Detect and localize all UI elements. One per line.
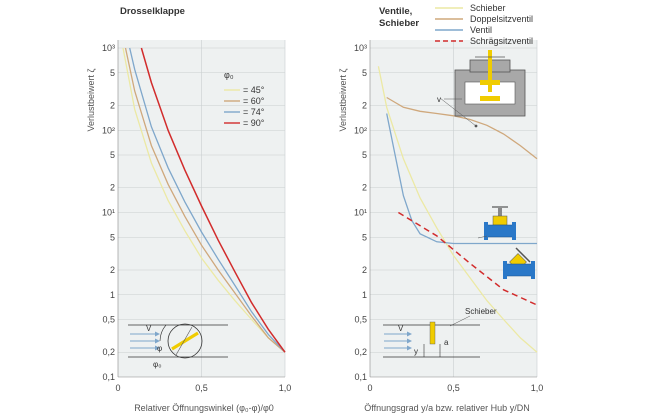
diagram-label-phi0: φ₀ bbox=[153, 360, 162, 369]
right-chart: 10³ 5 2 10² 5 2 10¹ 5 2 1 0,5 0,2 0,1 0 0,5 1,0 Ventil… bbox=[338, 3, 543, 413]
legend-label: Doppelsitzventil bbox=[470, 14, 533, 24]
right-series bbox=[377, 66, 538, 353]
double-seat-valve-icon: v bbox=[437, 50, 526, 128]
y-tick-label: 5 bbox=[362, 68, 367, 78]
x-tick-label: 0,5 bbox=[195, 383, 208, 393]
x-tick-label: 0 bbox=[367, 383, 372, 393]
double-seat-label-v: v bbox=[437, 95, 441, 104]
x-tick-label: 1,0 bbox=[531, 383, 544, 393]
y-tick-label: 2 bbox=[362, 183, 367, 193]
y-tick-label: 0,5 bbox=[102, 315, 115, 325]
gate-label-v: V bbox=[398, 324, 404, 333]
gate-label-a: a bbox=[444, 338, 449, 347]
y-tick-label: 5 bbox=[362, 232, 367, 242]
left-y-axis-label: Verlustbeiwert ζ bbox=[86, 68, 96, 131]
left-x-ticks: 0 0,5 1,0 bbox=[115, 383, 291, 393]
y-tick-label: 2 bbox=[110, 100, 115, 110]
right-x-ticks: 0 0,5 1,0 bbox=[367, 383, 543, 393]
y-tick-label: 0,1 bbox=[102, 372, 115, 382]
right-y-ticks: 10³ 5 2 10² 5 2 10¹ 5 2 1 0,5 0,2 0,1 bbox=[354, 43, 367, 382]
left-y-ticks: 10³ 5 2 10² 5 2 10¹ 5 2 1 0,5 0,2 0,1 bbox=[102, 43, 115, 382]
y-tick-label: 1 bbox=[110, 290, 115, 300]
butterfly-valve-diagram-icon: V φ φ₀ bbox=[128, 323, 228, 369]
y-tick-label: 0,5 bbox=[354, 315, 367, 325]
y-tick-label: 2 bbox=[362, 100, 367, 110]
series-line-schrgsitzventil bbox=[398, 211, 538, 306]
legend-label: Ventil bbox=[470, 25, 492, 35]
series-line-doppelsitzventil bbox=[386, 96, 538, 160]
series-line-74 bbox=[129, 47, 286, 353]
x-tick-label: 1,0 bbox=[279, 383, 292, 393]
series-line-schieber bbox=[377, 66, 538, 353]
x-tick-label: 0 bbox=[115, 383, 120, 393]
y-tick-label: 2 bbox=[110, 183, 115, 193]
legend-label: Schrägsitzventil bbox=[470, 36, 533, 46]
diagram-label-phi: φ bbox=[157, 344, 162, 353]
right-x-axis-label: Öffnungsgrad y/a bzw. relativer Hub y/DN bbox=[364, 403, 529, 413]
left-chart: 10³ 5 2 10² 5 2 10¹ 5 2 1 0,5 0,2 0,1 0 0,5 1,0 Drosse… bbox=[86, 6, 291, 413]
right-title-line1: Ventile, Schieber bbox=[379, 6, 419, 29]
series-line-90 bbox=[140, 47, 286, 353]
y-tick-label: 5 bbox=[362, 150, 367, 160]
y-tick-label: 10² bbox=[354, 125, 367, 135]
y-tick-label: 0,1 bbox=[354, 372, 367, 382]
right-y-axis-label: Verlustbeiwert ζ bbox=[338, 68, 348, 131]
series-line-60 bbox=[124, 47, 286, 353]
globe-valve-icon bbox=[477, 206, 516, 240]
series-line-45 bbox=[122, 47, 286, 353]
y-tick-label: 1 bbox=[362, 290, 367, 300]
legend-label: = 45° bbox=[243, 85, 265, 95]
schieber-annotation: Schieber bbox=[465, 307, 497, 316]
x-tick-label: 0,5 bbox=[447, 383, 460, 393]
right-legend: SchieberDoppelsitzventilVentilSchrägsitz… bbox=[435, 3, 533, 46]
legend-label: = 90° bbox=[243, 118, 265, 128]
y-tick-label: 10¹ bbox=[102, 208, 115, 218]
left-legend: φ₀ = 45°= 60°= 74°= 90° bbox=[224, 70, 265, 128]
legend-label: = 74° bbox=[243, 107, 265, 117]
y-tick-label: 2 bbox=[362, 265, 367, 275]
gate-label-y: y bbox=[414, 347, 418, 356]
legend-label: Schieber bbox=[470, 3, 506, 13]
diagram-label-v: V bbox=[146, 324, 152, 333]
series-line-ventil bbox=[386, 113, 537, 245]
y-tick-label: 5 bbox=[110, 150, 115, 160]
y-tick-label: 2 bbox=[110, 265, 115, 275]
y-tick-label: 10² bbox=[102, 125, 115, 135]
gate-valve-diagram-icon: Schieber V y a bbox=[383, 307, 497, 358]
left-x-axis-label: Relativer Öffnungswinkel (φ₀-φ)/φ0 bbox=[134, 403, 274, 413]
y-tick-label: 10³ bbox=[354, 43, 367, 53]
y-tick-label: 5 bbox=[110, 68, 115, 78]
y-tick-label: 10³ bbox=[102, 43, 115, 53]
legend-title-phi0: φ₀ bbox=[224, 70, 234, 80]
angle-seat-valve-icon bbox=[503, 247, 535, 279]
y-tick-label: 10¹ bbox=[354, 208, 367, 218]
legend-label: = 60° bbox=[243, 96, 265, 106]
y-tick-label: 0,2 bbox=[102, 347, 115, 357]
y-tick-label: 0,2 bbox=[354, 347, 367, 357]
left-series bbox=[122, 47, 286, 353]
y-tick-label: 5 bbox=[110, 232, 115, 242]
left-title: Drosselklappe bbox=[120, 6, 185, 17]
